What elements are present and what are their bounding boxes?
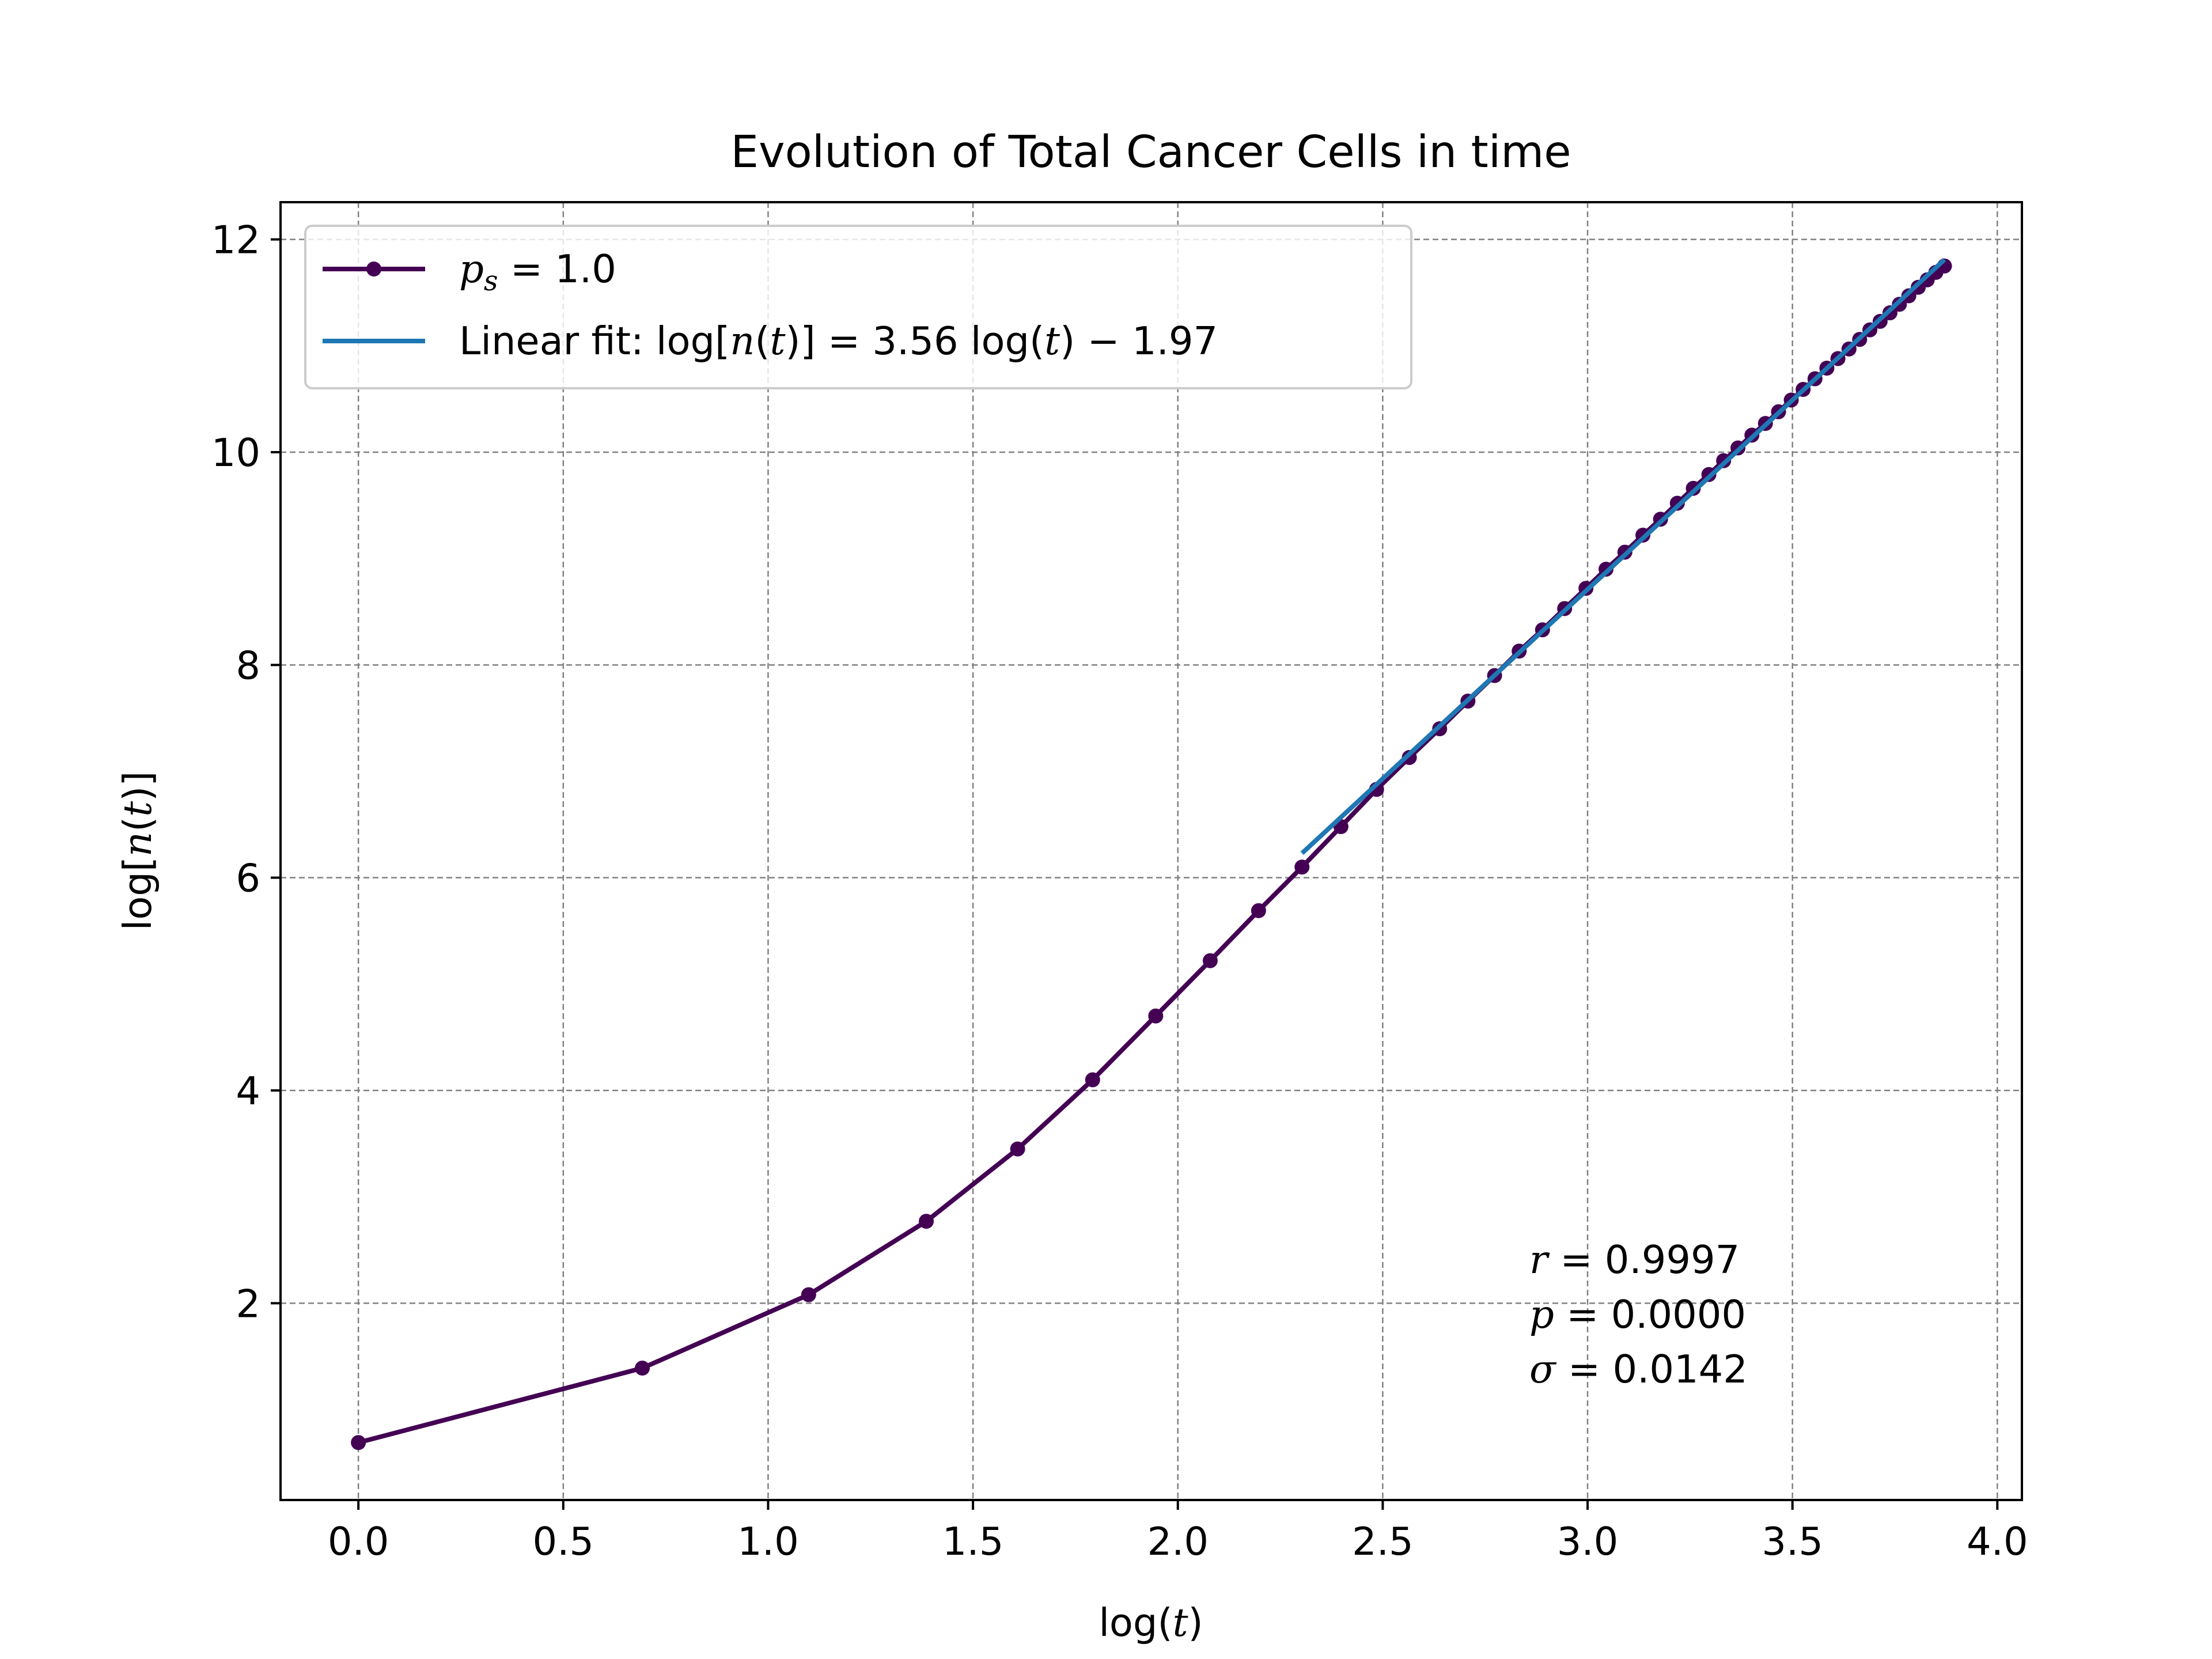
stat-r: r = 0.9997 [1529, 1237, 1740, 1282]
x-tick-label: 0.5 [533, 1519, 594, 1564]
y-tick-label: 8 [236, 643, 260, 688]
x-tick-label: 0.0 [328, 1519, 389, 1564]
data-point [918, 1214, 934, 1229]
y-tick-label: 2 [236, 1281, 260, 1326]
legend-label-series-2: Linear fit: log[n(t)] = 3.56 log(t) − 1.… [459, 319, 1218, 363]
x-tick-label: 1.5 [942, 1519, 1004, 1564]
stat-sigma: σ = 0.0142 [1529, 1347, 1748, 1392]
y-tick-label: 4 [236, 1069, 260, 1113]
x-tick-label: 2.5 [1352, 1519, 1414, 1564]
data-point [1148, 1008, 1164, 1024]
y-tick-label: 12 [211, 218, 260, 263]
data-point [1251, 903, 1266, 918]
stat-p: p = 0.0000 [1529, 1292, 1746, 1337]
data-point [1010, 1141, 1025, 1157]
x-tick-label: 3.5 [1762, 1519, 1823, 1564]
data-point [1294, 859, 1310, 875]
x-axis-label: log(t) [1099, 1600, 1203, 1645]
data-point [351, 1435, 366, 1450]
data-point [801, 1287, 816, 1302]
series-line-2 [1300, 257, 1946, 855]
x-tick-label: 1.0 [737, 1519, 799, 1564]
plot-series [351, 257, 1952, 1450]
x-tick-label: 3.0 [1557, 1519, 1619, 1564]
legend-marker-series-1 [366, 262, 381, 276]
x-tick-label: 4.0 [1967, 1519, 2028, 1564]
legend-label-series-1: ps = 1.0 [459, 247, 616, 297]
legend: ps = 1.0 Linear fit: log[n(t)] = 3.56 lo… [304, 225, 1412, 389]
data-point [1202, 953, 1218, 968]
data-point [635, 1361, 650, 1376]
axis-ticks: 0.0 0.5 1.0 1.5 2.0 2.5 3.0 3.5 4.0 2 4 6 8 10 12 [211, 218, 2028, 1564]
x-tick-label: 2.0 [1147, 1519, 1209, 1564]
y-tick-label: 6 [236, 856, 260, 901]
axes-frame [279, 201, 2023, 1501]
data-point [1085, 1072, 1100, 1088]
statistics-annotation: r = 0.9997 p = 0.0000 σ = 0.0142 [1529, 1237, 1748, 1392]
y-tick-label: 10 [211, 430, 260, 475]
y-axis-label: log[n(t)] [115, 771, 160, 931]
legend-box [304, 225, 1412, 389]
chart-title: Evolution of Total Cancer Cells in time [730, 127, 1571, 178]
